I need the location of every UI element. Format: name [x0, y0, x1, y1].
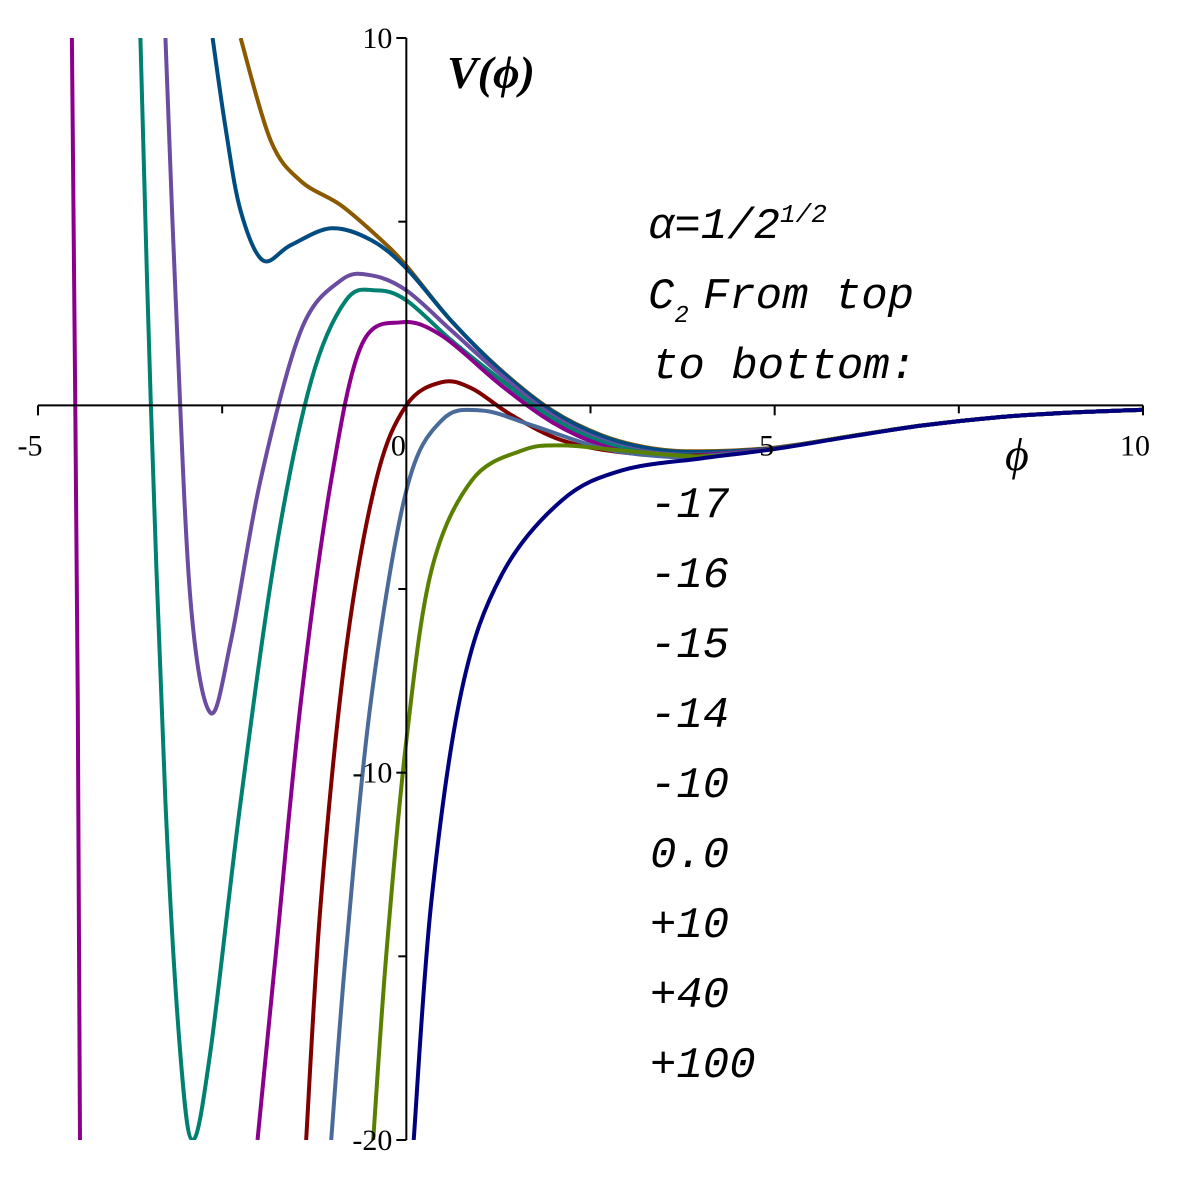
curve [411, 407, 1143, 1140]
y-axis-label: V(ϕ) [447, 47, 535, 98]
annotation: α=1/21/2 [648, 200, 827, 252]
y-tick-label: -10 [352, 757, 392, 790]
legend-entry: 0.0 [650, 831, 729, 881]
x-tick-label: 0 [391, 429, 406, 462]
x-tick-label: -5 [18, 429, 43, 462]
legend-entry: +100 [650, 1041, 756, 1091]
annotation-text: C [648, 272, 675, 322]
legend-entry: -15 [650, 621, 729, 671]
legend-entry: -10 [650, 761, 729, 811]
x-tick-label: 10 [1120, 429, 1150, 462]
annotation: to bottom: [652, 342, 916, 392]
annotation-text: α=1/2 [648, 202, 780, 252]
legend-entry: -14 [650, 691, 729, 741]
curves [69, 38, 1143, 1140]
curve [329, 407, 1143, 1140]
legend-entry: +10 [650, 901, 729, 951]
annotation-sup: 1/2 [780, 200, 827, 230]
curve [371, 407, 1143, 1140]
curve [69, 38, 82, 1140]
legend-entry: -17 [650, 481, 730, 531]
annotation: C2 From top [648, 272, 914, 330]
y-tick-label: 10 [362, 22, 392, 55]
legend-entry: +40 [650, 971, 729, 1021]
x-tick-label: 5 [759, 429, 774, 462]
y-tick-label: -20 [352, 1124, 392, 1157]
x-axis-label: ϕ [1005, 429, 1029, 480]
annotation-sub: 2 [674, 303, 688, 330]
curve [138, 38, 1143, 1140]
legend-entry: -16 [650, 551, 729, 601]
annotation-text: From top [703, 272, 914, 322]
